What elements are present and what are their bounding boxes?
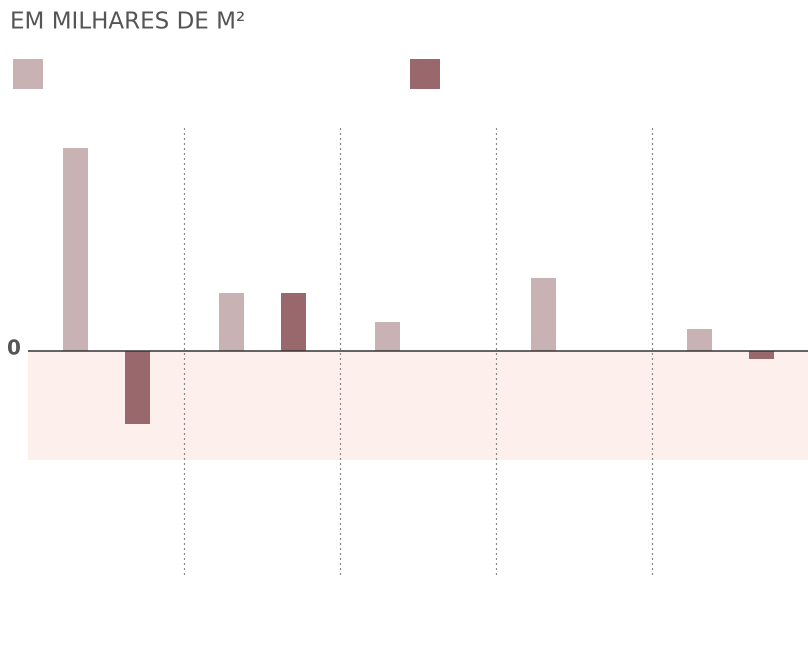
legend-swatch (13, 59, 43, 89)
legend-swatch (410, 59, 440, 89)
bar (281, 293, 306, 351)
bar (531, 278, 556, 351)
bar (749, 351, 774, 359)
bar (125, 351, 150, 424)
bar (63, 148, 88, 351)
y-tick-label: 0 (7, 336, 21, 360)
bar (219, 293, 244, 351)
bar (375, 322, 400, 351)
bar (687, 329, 712, 351)
negative-band (28, 351, 808, 460)
chart-title: EM MILHARES DE M² (10, 9, 245, 35)
